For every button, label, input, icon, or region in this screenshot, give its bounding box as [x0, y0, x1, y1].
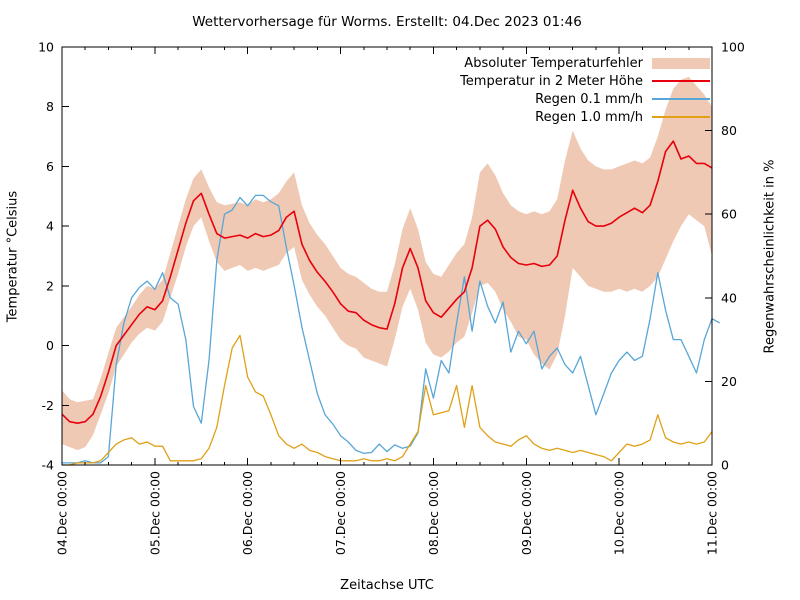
x-tick-label: 09.Dec 00:00	[519, 471, 534, 555]
y-left-tick-label: 6	[46, 159, 54, 174]
rain-01mm-line	[62, 194, 721, 464]
y-left-tick-label: 0	[46, 338, 54, 353]
y-axis-right-label: Regenwahrscheinlichkeit in %	[762, 159, 778, 354]
x-tick-label: 07.Dec 00:00	[333, 471, 348, 555]
x-axis-label: Zeitachse UTC	[340, 578, 434, 593]
legend-item-rain10: Regen 1.0 mm/h	[0, 108, 710, 126]
y-left-tick-label: 4	[46, 219, 54, 234]
x-tick-label: 10.Dec 00:00	[612, 471, 627, 555]
legend-item-temperature-error: Absoluter Temperaturfehler	[0, 54, 710, 72]
legend-item-temperature: Temperatur in 2 Meter Höhe	[0, 72, 710, 90]
legend: Absoluter Temperaturfehler Temperatur in…	[0, 54, 710, 126]
y-right-tick-label: 0	[721, 458, 729, 473]
y-right-tick-label: 80	[721, 123, 737, 138]
y-axis-left-label: Temperatur °Celsius	[5, 190, 21, 323]
y-left-tick-label: 8	[46, 99, 54, 114]
temperature-line	[61, 140, 713, 425]
y-left-tick-label: 2	[46, 278, 54, 293]
y-left-tick-label: -4	[42, 458, 55, 473]
legend-label: Temperatur in 2 Meter Höhe	[460, 73, 643, 89]
x-tick-label: 11.Dec 00:00	[705, 471, 720, 555]
band-swatch-icon	[652, 57, 710, 69]
legend-item-rain01: Regen 0.1 mm/h	[0, 90, 710, 108]
x-tick-label: 04.Dec 00:00	[55, 471, 70, 555]
y-right-tick-label: 100	[721, 40, 745, 55]
x-tick-label: 05.Dec 00:00	[147, 471, 162, 555]
legend-label: Regen 1.0 mm/h	[535, 109, 643, 125]
legend-label: Absoluter Temperaturfehler	[464, 55, 643, 71]
x-tick-label: 08.Dec 00:00	[426, 471, 441, 555]
legend-label: Regen 0.1 mm/h	[535, 91, 643, 107]
blue-line-swatch-icon	[652, 98, 710, 100]
y-right-tick-label: 40	[721, 290, 737, 305]
y-right-tick-label: 60	[721, 207, 737, 222]
chart-title: Wettervorhersage für Worms. Erstellt: 04…	[192, 14, 582, 30]
y-left-tick-label: -2	[42, 398, 54, 413]
rain-10mm-line	[62, 334, 713, 466]
temperature-error-band	[62, 76, 712, 451]
x-tick-label: 06.Dec 00:00	[240, 471, 255, 555]
y-right-tick-label: 20	[721, 374, 737, 389]
orange-line-swatch-icon	[652, 116, 710, 118]
y-left-tick-label: 10	[38, 40, 54, 55]
red-line-swatch-icon	[652, 80, 710, 82]
